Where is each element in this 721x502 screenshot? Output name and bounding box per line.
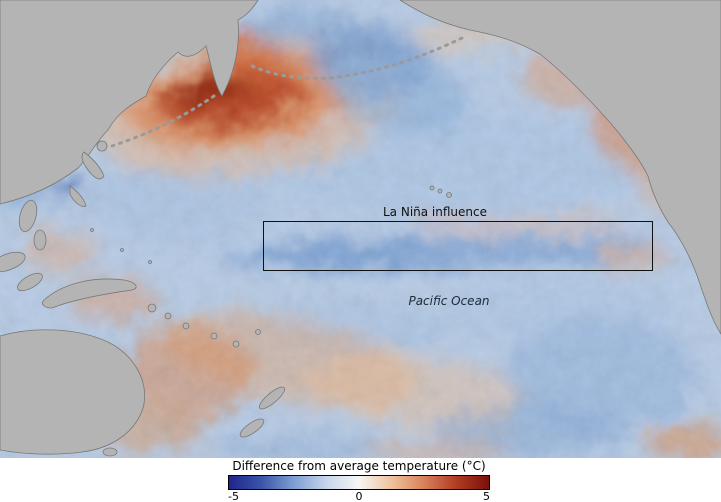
colorbar-ticks: -5 0 5 — [228, 490, 490, 502]
north-south-america-landmass — [399, 0, 721, 335]
hawaii-island-3 — [446, 192, 452, 198]
fiji — [210, 332, 218, 340]
land-layer — [0, 0, 721, 457]
mindanao — [33, 229, 47, 251]
micronesia-speck-1 — [90, 228, 94, 232]
colorbar: Difference from average temperature (°C)… — [228, 459, 490, 502]
tonga — [232, 340, 240, 348]
asia-landmass — [0, 0, 259, 205]
new-zealand-south-island — [239, 418, 265, 438]
hawaii-island-1 — [429, 185, 435, 191]
colorbar-max-tick: 5 — [482, 490, 490, 502]
micronesia-speck-2 — [120, 248, 124, 252]
indonesia-island-1 — [0, 251, 26, 273]
samoa — [255, 329, 261, 335]
philippines — [18, 200, 38, 232]
micronesia-speck-3 — [148, 260, 152, 264]
new-caledonia — [182, 322, 190, 330]
colorbar-title: Difference from average temperature (°C) — [232, 459, 486, 473]
aleutian-islands — [246, 36, 464, 80]
tasmania — [102, 447, 118, 457]
new-guinea — [42, 278, 137, 309]
hawaii-island-2 — [437, 188, 443, 194]
new-zealand-north-island — [258, 386, 286, 410]
la-nina-label: La Niña influence — [382, 205, 487, 219]
vanuatu — [164, 312, 172, 320]
colorbar-mid-tick: 0 — [355, 490, 363, 502]
solomon-islands — [147, 303, 157, 313]
japan-honshu — [81, 151, 105, 180]
japan-hokkaido — [96, 140, 108, 152]
pacific-ocean-label: Pacific Ocean — [408, 294, 490, 308]
colorbar-min-tick: -5 — [228, 490, 239, 502]
colorbar-gradient — [228, 475, 490, 490]
indonesia-island-2 — [17, 272, 43, 292]
kuril-islands — [110, 94, 216, 148]
map-canvas — [0, 0, 721, 458]
la-nina-region-box — [263, 221, 653, 271]
japan-kyushu — [69, 185, 87, 207]
australia-landmass — [0, 329, 146, 455]
pacific-map: La Niña influence Pacific Ocean — [0, 0, 721, 458]
